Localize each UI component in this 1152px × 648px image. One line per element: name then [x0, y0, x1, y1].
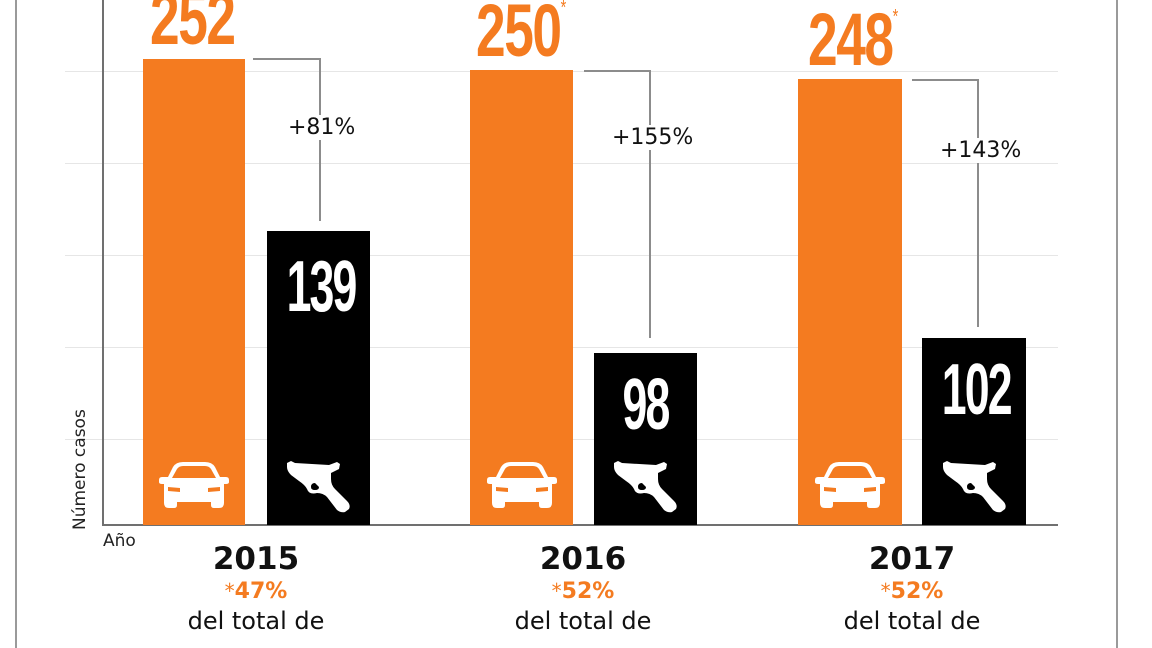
y-axis-label: Número casos — [70, 409, 90, 530]
share-note: del total de — [843, 607, 981, 635]
connector-line — [649, 70, 651, 338]
orange-bar[interactable] — [798, 79, 902, 525]
black-bar-value: 139 — [286, 247, 358, 327]
year-label: 2017 — [868, 541, 956, 577]
year-label: 2016 — [539, 541, 627, 577]
car-icon — [487, 462, 557, 508]
y-axis — [102, 0, 104, 526]
share-note: del total de — [514, 607, 652, 635]
revolver-icon — [614, 461, 677, 513]
x-axis — [102, 524, 1058, 526]
share-percent: *52% — [551, 579, 615, 604]
orange-bar[interactable] — [143, 59, 245, 525]
orange-bar-value: 250* — [476, 0, 566, 72]
connector-line — [977, 79, 979, 327]
left-frame-line — [15, 0, 17, 648]
black-bar[interactable]: 98 — [594, 353, 697, 525]
black-bar-value: 102 — [941, 350, 1013, 430]
x-axis-label: Año — [103, 531, 136, 551]
difference-label: +155% — [610, 125, 696, 150]
connector-line — [912, 79, 978, 81]
black-bar[interactable]: 102 — [922, 338, 1026, 525]
difference-label: +143% — [938, 138, 1024, 163]
connector-line — [584, 70, 650, 72]
year-label-block: 2017 *52% del total de — [792, 541, 1032, 636]
black-bar-value: 98 — [622, 365, 671, 445]
connector-line — [253, 58, 320, 60]
share-percent: *47% — [224, 579, 288, 604]
year-label: 2015 — [212, 541, 300, 577]
revolver-icon — [287, 461, 350, 513]
black-bar[interactable]: 139 — [267, 231, 370, 525]
year-label-block: 2015 *47% del total de — [136, 541, 376, 636]
share-note: del total de — [187, 607, 325, 635]
orange-bar[interactable] — [470, 70, 573, 525]
car-icon — [159, 462, 229, 508]
right-frame-line — [1116, 0, 1118, 648]
orange-bar-value: 252 — [150, 0, 236, 60]
car-icon — [815, 462, 885, 508]
share-percent: *52% — [880, 579, 944, 604]
difference-label: +81% — [286, 115, 358, 140]
year-label-block: 2016 *52% del total de — [463, 541, 703, 636]
orange-bar-value: 248* — [808, 0, 898, 81]
revolver-icon — [943, 461, 1006, 513]
